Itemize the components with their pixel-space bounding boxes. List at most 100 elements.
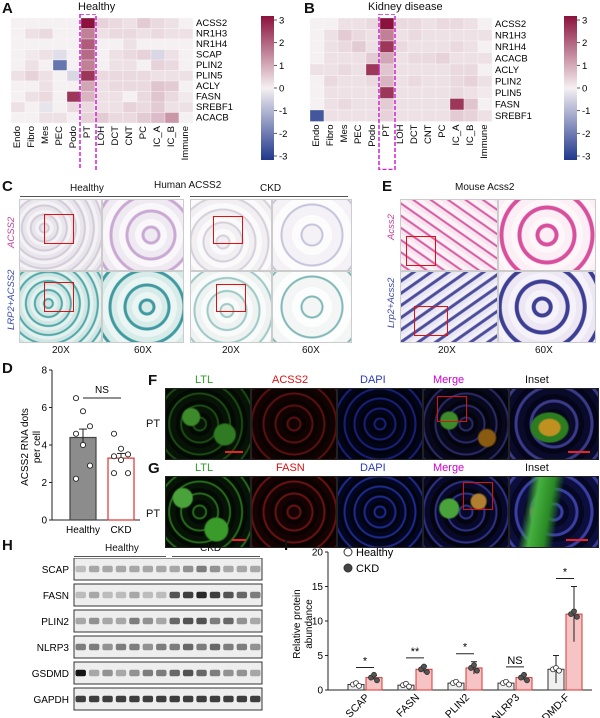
heat-cell xyxy=(38,38,54,50)
heat-cell xyxy=(463,75,479,88)
blot-band xyxy=(169,617,180,625)
heat-cell xyxy=(178,112,194,124)
heat-cell xyxy=(38,101,54,113)
blot-band xyxy=(182,669,194,677)
sig-label: NS xyxy=(507,655,522,667)
heat-cell xyxy=(178,101,194,113)
col-label: Mes xyxy=(339,124,350,142)
heat-cell xyxy=(337,63,353,76)
blot-band xyxy=(223,617,234,625)
f-zoom-box xyxy=(437,396,467,422)
c-zoom-box-3 xyxy=(44,282,74,312)
col-label: Endo xyxy=(311,125,322,147)
x-tick-label: FASN xyxy=(394,692,422,718)
heat-cell xyxy=(164,80,180,92)
blot-band xyxy=(209,617,221,625)
e-mag-1: 20X xyxy=(438,345,456,356)
data-point-ckd xyxy=(374,677,380,684)
heat-cell xyxy=(52,28,68,40)
blot-label: FASN xyxy=(43,591,69,602)
panel-c-row1-label: ACSS2 xyxy=(6,216,17,248)
heat-cell xyxy=(365,29,381,42)
heat-cell xyxy=(94,17,110,29)
col-label: CNT xyxy=(423,124,434,144)
heat-cell xyxy=(351,63,367,76)
g-col-dapi: DAPI xyxy=(360,462,386,474)
heat-cell xyxy=(10,70,26,82)
data-point-ckd xyxy=(424,669,430,675)
heat-cell xyxy=(80,49,96,61)
heat-cell xyxy=(449,52,465,65)
row-label: PLIN5 xyxy=(196,71,222,82)
blot-band xyxy=(209,695,221,703)
blot-band xyxy=(250,617,261,625)
heat-cell xyxy=(477,109,493,122)
heat-cell xyxy=(477,98,493,111)
blot-band xyxy=(156,591,167,599)
heat-cell xyxy=(477,63,493,76)
heat-cell xyxy=(52,101,68,113)
heat-cell xyxy=(38,91,54,103)
blot-band xyxy=(129,565,140,573)
blot-band xyxy=(142,565,154,573)
col-label: PC xyxy=(138,126,149,139)
heat-cell xyxy=(94,59,110,71)
western-blot: SCAP FASN PLIN2 NLRP3 GSDMD GAPDH xyxy=(32,558,263,711)
blot-band xyxy=(196,669,207,677)
x-tick-label: Healthy xyxy=(66,525,100,535)
heat-cell xyxy=(435,17,451,30)
color-scale-bar xyxy=(261,16,274,160)
blot-band xyxy=(223,591,234,599)
micro-e-60x-acss2 xyxy=(498,199,596,271)
col-label: Endo xyxy=(12,126,23,148)
data-point xyxy=(86,423,94,430)
row-label: SREBF1 xyxy=(196,102,233,113)
blot-band xyxy=(129,617,140,625)
heat-cell xyxy=(164,112,180,124)
data-point-ckd xyxy=(371,671,377,678)
heat-cell xyxy=(108,59,124,71)
heat-cell xyxy=(421,52,437,65)
data-point xyxy=(72,395,80,402)
heat-cell xyxy=(463,98,479,111)
blot-band xyxy=(196,695,207,703)
heat-cell xyxy=(164,38,180,50)
data-point xyxy=(124,470,132,477)
scale-tick-label: 2 xyxy=(582,38,587,49)
heat-cell xyxy=(108,17,124,29)
heat-cell xyxy=(351,109,367,122)
heat-cell xyxy=(66,17,82,29)
row-label: FASN xyxy=(495,99,520,110)
blot-strip xyxy=(73,583,263,607)
col-label: PT xyxy=(381,124,392,136)
y-axis-label: Relative protein xyxy=(292,589,303,658)
data-point-ckd xyxy=(474,667,480,674)
row-label: NR1H3 xyxy=(196,29,227,40)
heat-cell xyxy=(309,17,325,30)
heat-cell xyxy=(122,28,138,40)
heat-cell xyxy=(323,63,339,76)
col-label: PT xyxy=(82,126,93,138)
heat-cell xyxy=(66,80,82,92)
blot-band xyxy=(196,565,207,573)
heat-cell xyxy=(477,86,493,99)
heat-cell xyxy=(80,112,96,124)
scale-tick-label: -2 xyxy=(582,129,590,140)
heat-cell xyxy=(164,17,180,29)
row-label: ACLY xyxy=(196,81,221,92)
heat-cell xyxy=(24,38,40,50)
heat-cell xyxy=(337,109,353,122)
heat-cell xyxy=(309,109,325,122)
heat-cell xyxy=(323,17,339,30)
h-ckd-line xyxy=(172,556,260,557)
y-tick-label: 0 xyxy=(317,686,323,697)
blot-band xyxy=(250,695,261,703)
heat-cell xyxy=(421,29,437,42)
blot-band xyxy=(75,617,86,625)
heat-cell xyxy=(393,109,409,122)
f-col-merge: Merge xyxy=(433,374,465,386)
heat-cell xyxy=(421,17,437,30)
panel-c-header-ckd: CKD xyxy=(260,183,282,194)
heat-cell xyxy=(38,112,54,124)
blot-band xyxy=(88,565,100,573)
